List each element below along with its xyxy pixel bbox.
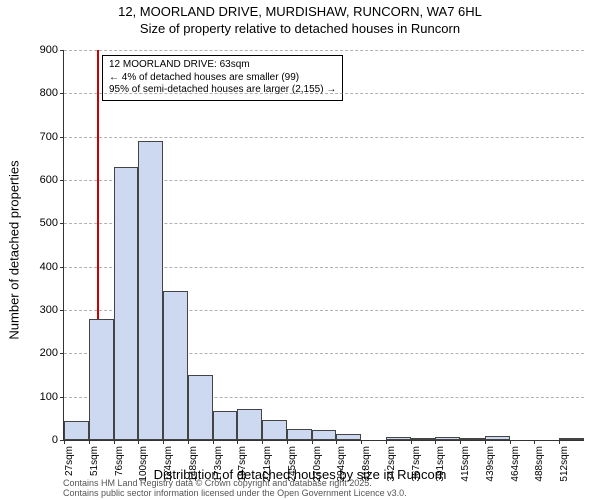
chart-title-block: 12, MOORLAND DRIVE, MURDISHAW, RUNCORN, … <box>0 4 600 38</box>
histogram-bar <box>287 429 312 440</box>
chart-title-line1: 12, MOORLAND DRIVE, MURDISHAW, RUNCORN, … <box>0 4 600 21</box>
xtick-mark <box>262 440 263 444</box>
xtick-mark <box>411 440 412 444</box>
xtick-mark <box>213 440 214 444</box>
xtick-mark <box>312 440 313 444</box>
xtick-mark <box>237 440 238 444</box>
histogram-bar <box>435 437 460 440</box>
histogram-bar <box>336 434 361 440</box>
histogram-chart: 12, MOORLAND DRIVE, MURDISHAW, RUNCORN, … <box>0 0 600 500</box>
histogram-bar <box>237 409 262 440</box>
xtick-mark <box>485 440 486 444</box>
ytick-label: 500 <box>40 217 64 229</box>
histogram-bar <box>485 436 510 440</box>
xtick-mark <box>287 440 288 444</box>
gridline <box>64 50 584 51</box>
gridline <box>64 93 584 94</box>
histogram-bar <box>114 167 139 440</box>
ytick-label: 400 <box>40 261 64 273</box>
histogram-bar <box>138 141 163 440</box>
histogram-bar <box>386 437 411 440</box>
xtick-mark <box>114 440 115 444</box>
ytick-label: 0 <box>52 434 64 446</box>
ytick-label: 600 <box>40 174 64 186</box>
histogram-bar <box>163 291 188 441</box>
chart-title-line2: Size of property relative to detached ho… <box>0 21 600 38</box>
xtick-mark <box>386 440 387 444</box>
xtick-mark <box>89 440 90 444</box>
xtick-mark <box>435 440 436 444</box>
footer-line2: Contains public sector information licen… <box>63 489 407 499</box>
annotation-line1: 12 MOORLAND DRIVE: 63sqm <box>109 59 336 72</box>
histogram-bar <box>559 438 584 440</box>
xtick-mark <box>138 440 139 444</box>
y-axis-label: Number of detached properties <box>7 160 22 339</box>
xtick-mark <box>188 440 189 444</box>
xtick-mark <box>163 440 164 444</box>
xtick-mark <box>361 440 362 444</box>
footer-attribution: Contains HM Land Registry data © Crown c… <box>63 479 407 499</box>
histogram-bar <box>89 319 114 440</box>
histogram-bar <box>460 438 485 440</box>
annotation-line2: ← 4% of detached houses are smaller (99) <box>109 72 336 85</box>
xtick-mark <box>336 440 337 444</box>
ytick-label: 800 <box>40 87 64 99</box>
histogram-bar <box>312 430 337 440</box>
ytick-label: 100 <box>40 391 64 403</box>
histogram-bar <box>64 421 89 440</box>
xtick-mark <box>64 440 65 444</box>
xtick-mark <box>510 440 511 444</box>
xtick-mark <box>559 440 560 444</box>
histogram-bar <box>213 411 238 440</box>
histogram-bar <box>411 438 436 440</box>
ytick-label: 300 <box>40 304 64 316</box>
ytick-label: 700 <box>40 131 64 143</box>
plot-area: 12 MOORLAND DRIVE: 63sqm ← 4% of detache… <box>63 50 584 441</box>
histogram-bar <box>262 420 287 440</box>
xtick-mark <box>460 440 461 444</box>
xtick-mark <box>534 440 535 444</box>
ytick-label: 900 <box>40 44 64 56</box>
histogram-bar <box>188 375 213 440</box>
annotation-line3: 95% of semi-detached houses are larger (… <box>109 84 336 97</box>
ytick-label: 200 <box>40 347 64 359</box>
gridline <box>64 137 584 138</box>
